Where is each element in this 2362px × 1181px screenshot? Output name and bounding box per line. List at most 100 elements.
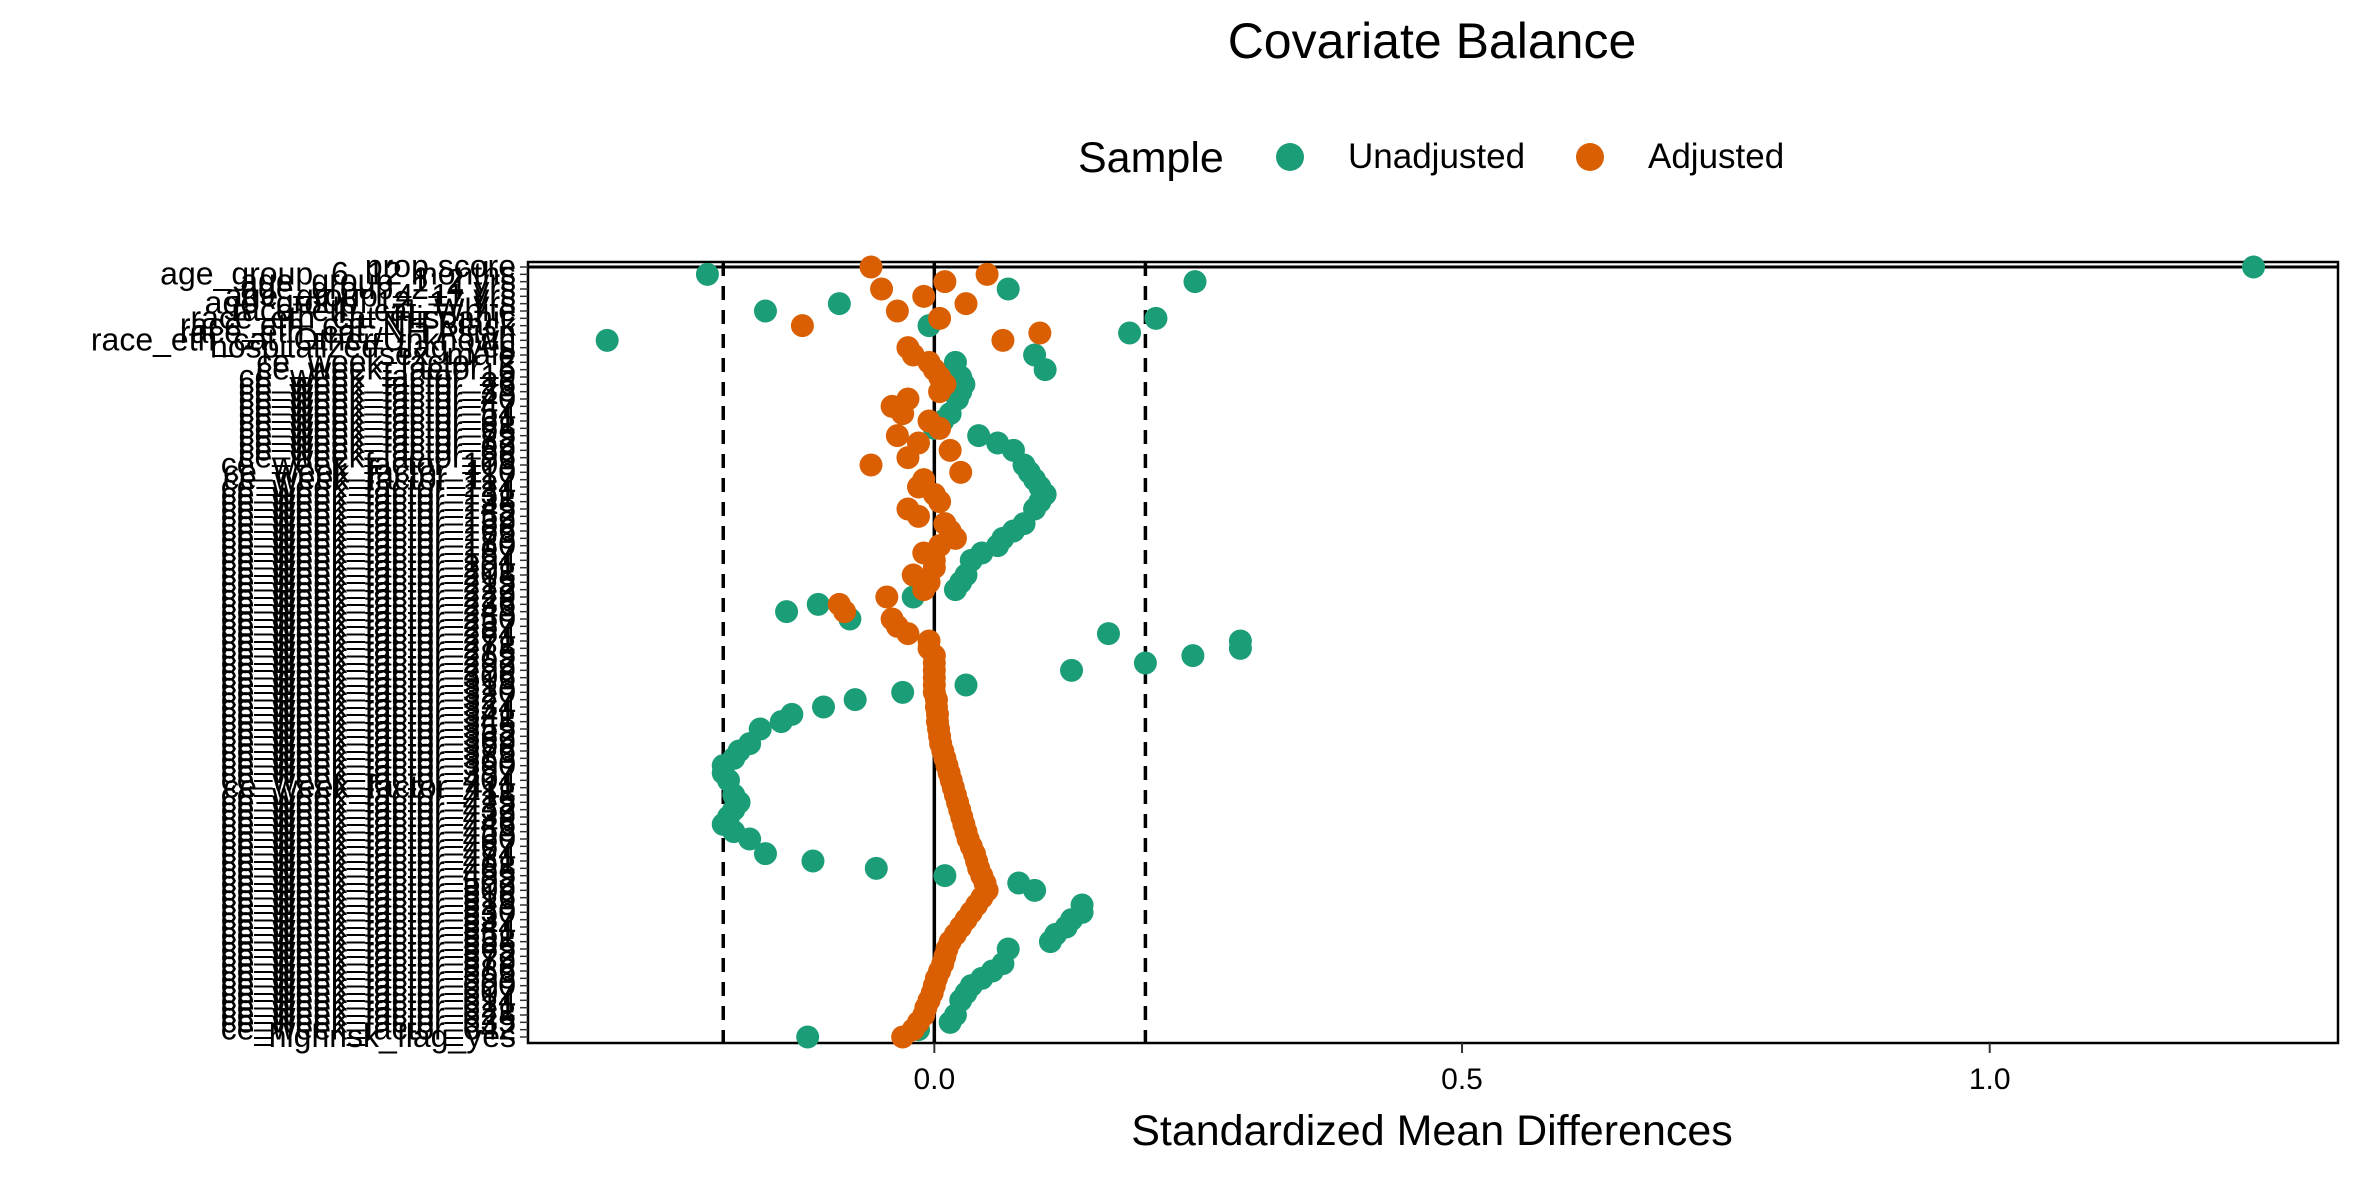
data-point-adjusted xyxy=(938,438,962,462)
legend-marker-unadjusted xyxy=(1276,143,1304,171)
y-tick-label: ce_week_factor_439 xyxy=(221,798,516,834)
y-tick-label: age_group_6_12 months xyxy=(160,255,516,291)
y-tick-label: age_group_1_2 yrs xyxy=(240,263,516,299)
y-tick-label: ce_week_factor_47 xyxy=(238,387,516,423)
legend-label-unadjusted: Unadjusted xyxy=(1348,137,1525,176)
y-tick-label: hospitalized_flag_yes xyxy=(210,329,516,365)
data-point-unadjusted xyxy=(1181,644,1205,668)
x-tick-label: 0.0 xyxy=(913,1063,955,1096)
data-point-unadjusted xyxy=(753,842,777,866)
y-tick-label: ce_week_factor_180 xyxy=(221,527,516,563)
x-axis-title: Standardized Mean Differences xyxy=(1131,1107,1733,1155)
y-tick-label: ce_week_factor_264 xyxy=(221,615,516,651)
y-tick-label: ce_week_factor_68 xyxy=(238,409,516,445)
data-point-unadjusted xyxy=(938,1010,962,1034)
y-tick-label: ce_week_factor_376 xyxy=(221,732,516,768)
data-point-unadjusted xyxy=(1133,651,1157,675)
y-tick-label: prop.score xyxy=(365,248,516,284)
y-tick-label: ce_week_factor_61 xyxy=(238,402,516,438)
y-tick-label: ce_week_factor_502 xyxy=(221,864,516,900)
y-tick-label: ce_week_factor_285 xyxy=(221,637,516,673)
y-tick-label: age_group_2_4 yrs xyxy=(240,270,516,306)
y-tick-label: ce_week_factor_530 xyxy=(221,893,516,929)
data-point-unadjusted xyxy=(1118,321,1142,345)
y-tick-label: ce_week_factor_621 xyxy=(221,989,516,1025)
y-tick-label: ce_week_factor_2 xyxy=(256,343,516,379)
legend-marker-adjusted xyxy=(1576,143,1604,171)
y-tick-label: ce_week_factor_187 xyxy=(221,534,516,570)
y-tick-label: ce_week_factor_446 xyxy=(221,805,516,841)
data-point-unadjusted xyxy=(843,688,867,712)
data-point-unadjusted xyxy=(1023,878,1047,902)
y-tick-label: ce_week_factor_313 xyxy=(221,666,516,702)
data-point-adjusted xyxy=(928,490,952,514)
data-point-adjusted xyxy=(912,578,936,602)
y-tick-label: ce_week_factor_82 xyxy=(238,424,516,460)
y-tick-label: ce_week_factor_299 xyxy=(221,651,516,687)
data-point-adjusted xyxy=(928,416,952,440)
x-axis: 0.0 0.5 1.0 xyxy=(913,1043,2011,1096)
y-tick-label: race_eth_cat_White xyxy=(231,292,516,328)
y-tick-label: ce_week_factor_5 xyxy=(256,351,516,387)
data-point-unadjusted xyxy=(1144,306,1168,330)
y-tick-label: ce_week_factor_425 xyxy=(221,783,516,819)
y-tick-label: ce_week_factor_551 xyxy=(221,915,516,951)
data-point-adjusted xyxy=(870,277,894,301)
data-point-unadjusted xyxy=(753,299,777,323)
y-tick-label: race_eth_cat_NH Black xyxy=(180,307,517,343)
data-point-adjusted xyxy=(891,402,915,426)
y-tick-label: ce_week_factor_110 xyxy=(223,453,516,489)
y-tick-label: ce_week_factor_152 xyxy=(221,497,516,533)
y-tick-label: race_eth_cat_Hispanic xyxy=(190,299,516,335)
y-tick-label: ce_week_factor_600 xyxy=(221,967,516,1003)
y-tick-label: ce_week_factor_397 xyxy=(221,754,516,790)
data-point-unadjusted xyxy=(2242,255,2266,279)
data-point-adjusted xyxy=(859,255,883,279)
y-tick-label: ce_week_factor_390 xyxy=(221,747,516,783)
y-tick-label: ce_week_factor_579 xyxy=(221,945,516,981)
data-point-adjusted xyxy=(912,284,936,308)
data-point-adjusted xyxy=(891,1025,915,1049)
y-tick-label: ce_week_factor_131 xyxy=(221,475,516,511)
data-point-adjusted xyxy=(896,622,920,646)
y-tick-label: sex_male xyxy=(379,336,516,372)
y-tick-label: ce_week_factor_19 xyxy=(238,358,516,394)
y-tick-label: ce_week_factor_208 xyxy=(221,556,516,592)
y-tick-label: ce_week_factor_89 xyxy=(238,431,516,467)
legend-label-adjusted: Adjusted xyxy=(1648,137,1784,176)
y-tick-label: ce_week_factor_558 xyxy=(221,923,516,959)
y-tick-label: ce_week_factor_250 xyxy=(221,600,516,636)
y-tick-label: ce_week_factor_635 xyxy=(221,1003,516,1039)
data-point-unadjusted xyxy=(595,328,619,352)
y-tick-label: ce_week_factor_460 xyxy=(221,820,516,856)
y-tick-label: ce_week_factor_292 xyxy=(221,644,516,680)
y-tick-label: ce_week_factor_544 xyxy=(221,908,516,944)
y-tick-label: ce_week_factor_432 xyxy=(221,791,516,827)
data-point-adjusted xyxy=(933,270,957,294)
data-point-adjusted xyxy=(1028,321,1052,345)
y-tick-label: ce_week_factor_565 xyxy=(221,930,516,966)
y-tick-label: age_group_4_11 yrs xyxy=(225,277,516,313)
y-tick-label: ce_week_factor_243 xyxy=(221,593,516,629)
legend-title: Sample xyxy=(1078,134,1224,182)
y-tick-label: age_group_12_17 yrs xyxy=(205,285,516,321)
data-point-unadjusted xyxy=(864,856,888,880)
data-point-adjusted xyxy=(885,299,909,323)
data-point-adjusted xyxy=(949,460,973,484)
y-tick-label: race_eth_cat_Other/Unknown xyxy=(91,321,516,357)
y-tick-label: ce_week_factor_418 xyxy=(221,776,516,812)
y-tick-label: highrisk_flag_yes xyxy=(269,1018,516,1054)
y-tick-label: ce_week_factor_572 xyxy=(221,937,516,973)
data-point-adjusted xyxy=(991,328,1015,352)
data-point-adjusted xyxy=(928,380,952,404)
y-tick-label: ce_week_factor_481 xyxy=(221,842,516,878)
data-point-unadjusted xyxy=(769,710,793,734)
y-tick-label: ce_week_factor_488 xyxy=(221,849,516,885)
y-tick-label: ce_week_factor_628 xyxy=(221,996,516,1032)
y-tick-label: ce_week_factor_96 xyxy=(238,439,516,475)
data-point-unadjusted xyxy=(695,262,719,286)
y-tick-label: ce_week_factor_145 xyxy=(221,490,516,526)
y-tick-label: race_eth_cat_NH Asian xyxy=(180,314,516,350)
y-tick-label: ce_week_factor_334 xyxy=(221,688,516,724)
